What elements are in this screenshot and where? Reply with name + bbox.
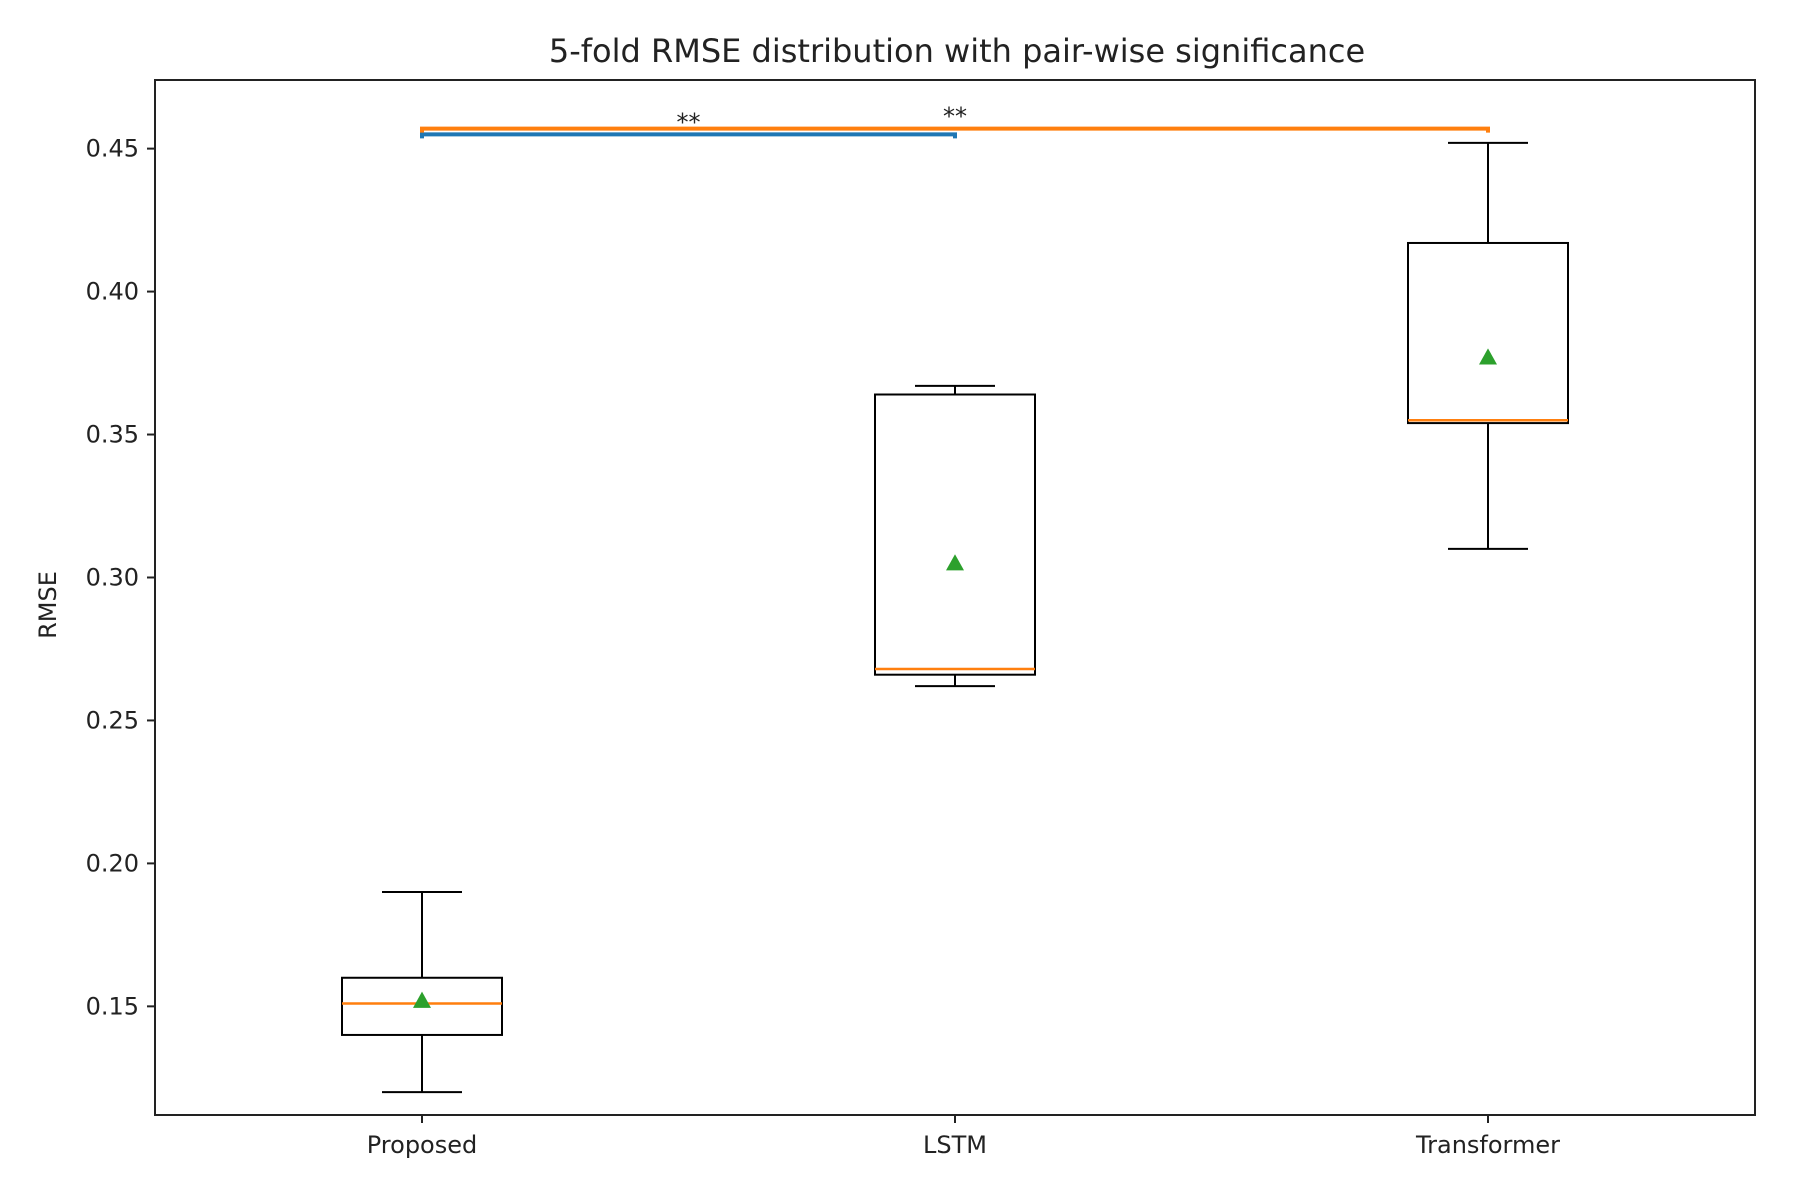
y-tick-label: 0.30 — [86, 563, 139, 591]
y-axis-ticks: 0.15 0.20 0.25 0.30 0.35 0.40 0.45 — [86, 135, 155, 1020]
y-tick-label: 0.40 — [86, 278, 139, 306]
box-lstm — [874, 384, 1036, 688]
significance-label: ** — [677, 108, 701, 136]
iqr-box — [874, 393, 1036, 676]
significance-brackets: ** ** — [420, 103, 1490, 139]
y-tick-label: 0.20 — [86, 849, 139, 877]
significance-line — [420, 126, 1490, 133]
x-tick-label: Proposed — [367, 1131, 478, 1159]
significance-bracket: ** — [420, 108, 957, 139]
y-tick-label: 0.45 — [86, 135, 139, 163]
y-tick-label: 0.15 — [86, 992, 139, 1020]
chart-title: 5-fold RMSE distribution with pair-wise … — [549, 32, 1365, 70]
y-tick-label: 0.25 — [86, 706, 139, 734]
box-transformer — [1407, 141, 1569, 550]
mean-marker — [413, 991, 431, 1008]
boxes-layer — [341, 141, 1569, 1094]
mean-marker — [946, 554, 964, 571]
significance-line — [420, 132, 957, 139]
plot-area-frame — [154, 79, 1756, 1116]
box-proposed — [341, 890, 503, 1094]
iqr-box — [1407, 241, 1569, 425]
mean-marker — [1479, 348, 1497, 365]
iqr-box — [341, 976, 503, 1036]
x-tick-label: LSTM — [923, 1131, 987, 1159]
x-axis-ticks: Proposed LSTM Transformer — [367, 1115, 1560, 1159]
y-axis-label: RMSE — [34, 571, 62, 639]
x-tick-label: Transformer — [1415, 1131, 1560, 1159]
significance-label: ** — [943, 103, 967, 131]
significance-bracket: ** — [420, 103, 1490, 133]
y-tick-label: 0.35 — [86, 421, 139, 449]
